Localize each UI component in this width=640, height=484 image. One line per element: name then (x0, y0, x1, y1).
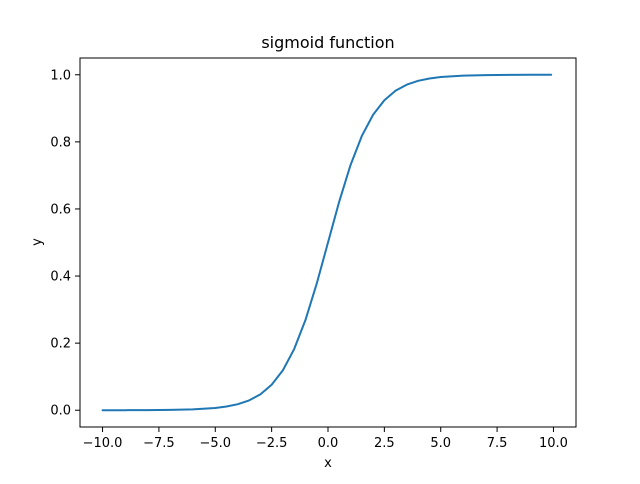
x-tick-label: −2.5 (256, 436, 288, 451)
y-tick-label: 0.2 (50, 337, 71, 352)
x-tick-label: −5.0 (199, 436, 231, 451)
y-tick-label: 0.0 (50, 404, 71, 419)
y-tick-label: 0.6 (50, 202, 71, 217)
x-tick-label: −7.5 (143, 436, 175, 451)
y-tick-label: 1.0 (50, 68, 71, 83)
x-axis-label: x (324, 456, 332, 471)
x-tick-label: −10.0 (83, 436, 123, 451)
series-line-0 (101, 73, 553, 412)
x-tick-label: 0.0 (318, 436, 339, 451)
chart-title: sigmoid function (261, 33, 394, 52)
series-layer (101, 73, 553, 412)
x-tick-label: 10.0 (539, 436, 568, 451)
x-tick-label: 2.5 (374, 436, 395, 451)
y-axis: 0.0 0.2 0.4 0.6 0.8 1.0 (50, 68, 80, 419)
x-axis: −10.0 −7.5 −5.0 −2.5 0.0 2.5 5.0 7.5 10.0 (83, 427, 568, 451)
x-tick-label: 5.0 (430, 436, 451, 451)
y-tick-label: 0.8 (50, 135, 71, 150)
x-tick-label: 7.5 (487, 436, 508, 451)
y-tick-label: 0.4 (50, 270, 71, 285)
y-axis-label: y (30, 238, 45, 246)
